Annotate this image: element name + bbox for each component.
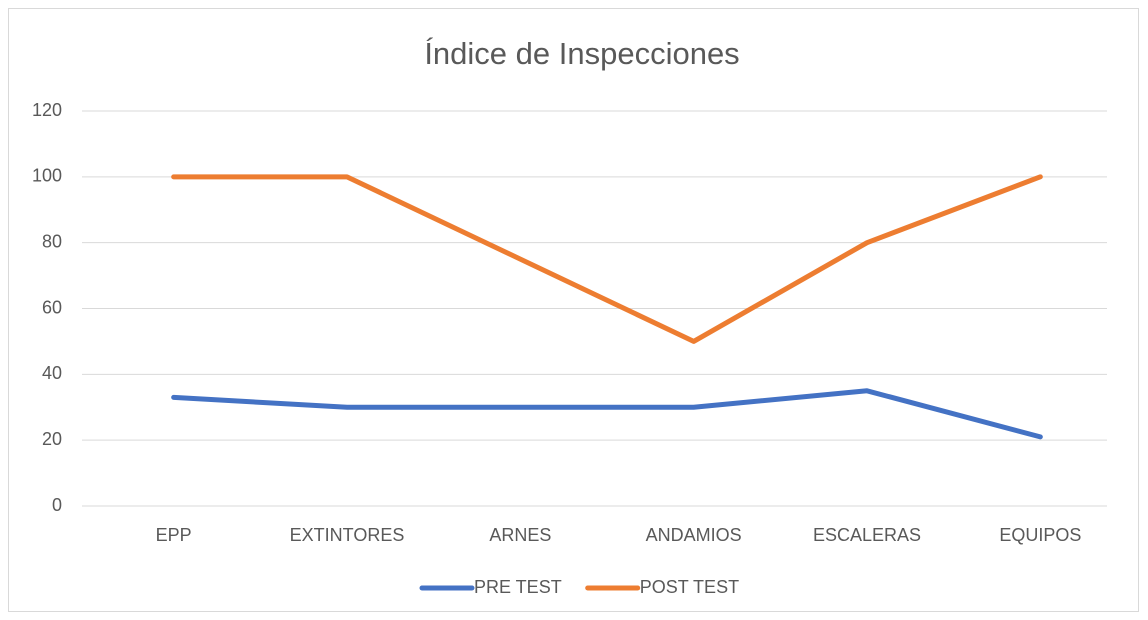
chart-border [8, 8, 1139, 612]
x-tick-label: EPP [156, 525, 192, 545]
series-line [171, 388, 1043, 440]
x-tick-label: ESCALERAS [813, 525, 921, 545]
y-tick-label: 100 [32, 166, 62, 186]
y-tick-label: 120 [32, 100, 62, 120]
y-tick-label: 60 [42, 297, 62, 317]
x-tick-label: ANDAMIOS [646, 525, 742, 545]
legend-label: POST TEST [640, 577, 739, 597]
y-tick-label: 80 [42, 231, 62, 251]
y-tick-label: 40 [42, 363, 62, 383]
legend-label: PRE TEST [474, 577, 562, 597]
y-tick-label: 20 [42, 429, 62, 449]
chart-title: Índice de Inspecciones [424, 36, 739, 71]
x-tick-label: ARNES [489, 525, 551, 545]
series-line [171, 174, 1043, 344]
x-tick-label: EQUIPOS [999, 525, 1081, 545]
x-tick-label: EXTINTORES [290, 525, 405, 545]
y-tick-label: 0 [52, 495, 62, 515]
